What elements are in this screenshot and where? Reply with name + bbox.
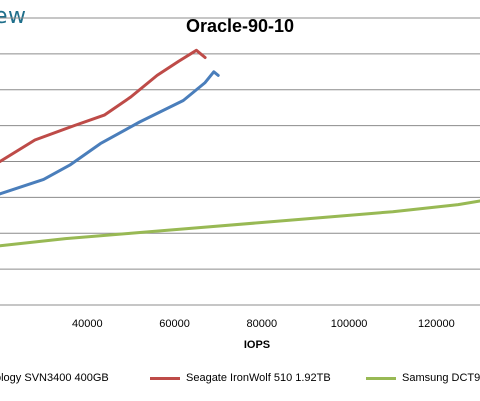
x-axis-ticks: 40000 60000 80000 100000 120000	[72, 318, 455, 330]
x-tick-label-1: 60000	[159, 318, 190, 330]
series-line-0	[0, 70, 220, 196]
gridlines	[0, 17, 480, 306]
legend-label: ology SVN3400 400GB	[0, 372, 109, 384]
x-tick-label-4: 120000	[418, 318, 455, 330]
watermark-logo-text: ew	[0, 4, 27, 29]
legend-swatch	[366, 376, 396, 380]
legend-item-0: ology SVN3400 400GB	[0, 372, 109, 384]
x-tick-label-3: 100000	[331, 318, 368, 330]
x-axis-label: IOPS	[244, 339, 270, 351]
x-tick-label-2: 80000	[247, 318, 278, 330]
legend-item-2: Samsung DCT98	[366, 372, 480, 384]
x-tick-label-0: 40000	[72, 318, 103, 330]
legend: ology SVN3400 400GB Seagate IronWolf 510 …	[0, 372, 480, 390]
legend-item-1: Seagate IronWolf 510 1.92TB	[150, 372, 331, 384]
series-line-2	[0, 199, 480, 248]
chart-title: Oracle-90-10	[185, 16, 295, 36]
series-lines	[0, 48, 480, 248]
legend-swatch	[150, 376, 180, 380]
legend-label: Samsung DCT98	[402, 372, 480, 384]
series-line-1	[0, 48, 207, 163]
legend-label: Seagate IronWolf 510 1.92TB	[186, 372, 331, 384]
